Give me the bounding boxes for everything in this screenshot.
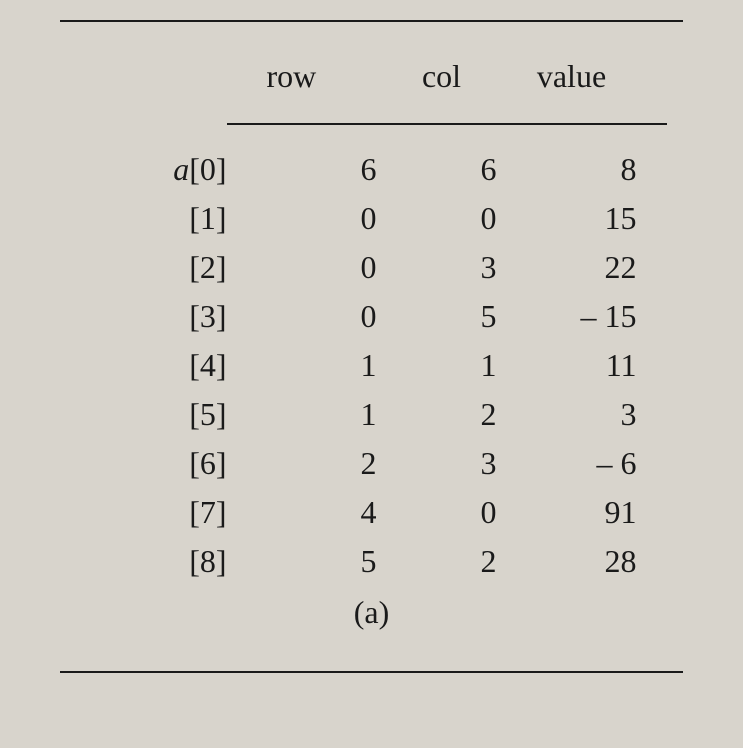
- cell-col: 0: [387, 194, 507, 243]
- cell-row: 2: [247, 439, 387, 488]
- table-row: [7] 4 0 91: [97, 488, 647, 537]
- cell-col: 3: [387, 243, 507, 292]
- row-label: [1]: [97, 194, 247, 243]
- header-row: row: [247, 52, 387, 115]
- table-row: a[0] 6 6 8: [97, 145, 647, 194]
- header-value: value: [507, 52, 647, 115]
- cell-row: 1: [247, 390, 387, 439]
- top-rule: [60, 20, 683, 22]
- cell-col: 2: [387, 537, 507, 586]
- table-row: [2] 0 3 22: [97, 243, 647, 292]
- row-label: [2]: [97, 243, 247, 292]
- cell-value: – 15: [507, 292, 647, 341]
- row-label: a[0]: [97, 145, 247, 194]
- page-container: row col value a[0] 6 6 8 [1] 0 0 15 [2] …: [0, 0, 743, 693]
- header-blank: [97, 52, 247, 115]
- table-row: [8] 5 2 28: [97, 537, 647, 586]
- cell-row: 6: [247, 145, 387, 194]
- table-row: [3] 0 5 – 15: [97, 292, 647, 341]
- table-row: [5] 1 2 3: [97, 390, 647, 439]
- cell-col: 2: [387, 390, 507, 439]
- cell-value: 11: [507, 341, 647, 390]
- row-label: [5]: [97, 390, 247, 439]
- cell-value: – 6: [507, 439, 647, 488]
- row-label: [8]: [97, 537, 247, 586]
- cell-col: 0: [387, 488, 507, 537]
- row-label: [4]: [97, 341, 247, 390]
- table-header-row: row col value: [97, 52, 647, 115]
- cell-value: 3: [507, 390, 647, 439]
- caption: (a): [60, 594, 683, 631]
- cell-row: 0: [247, 292, 387, 341]
- row-label: [6]: [97, 439, 247, 488]
- cell-col: 6: [387, 145, 507, 194]
- cell-value: 8: [507, 145, 647, 194]
- row-label: [3]: [97, 292, 247, 341]
- cell-col: 1: [387, 341, 507, 390]
- sparse-matrix-table: row col value a[0] 6 6 8 [1] 0 0 15 [2] …: [97, 52, 647, 586]
- cell-col: 5: [387, 292, 507, 341]
- cell-value: 91: [507, 488, 647, 537]
- cell-value: 22: [507, 243, 647, 292]
- inner-rule-row: [97, 115, 647, 145]
- cell-row: 5: [247, 537, 387, 586]
- cell-col: 3: [387, 439, 507, 488]
- table-row: [6] 2 3 – 6: [97, 439, 647, 488]
- cell-value: 28: [507, 537, 647, 586]
- bottom-rule: [60, 671, 683, 673]
- row-label: [7]: [97, 488, 247, 537]
- cell-row: 0: [247, 243, 387, 292]
- cell-row: 4: [247, 488, 387, 537]
- cell-value: 15: [507, 194, 647, 243]
- table-row: [1] 0 0 15: [97, 194, 647, 243]
- cell-row: 0: [247, 194, 387, 243]
- cell-row: 1: [247, 341, 387, 390]
- table-row: [4] 1 1 11: [97, 341, 647, 390]
- header-col: col: [387, 52, 507, 115]
